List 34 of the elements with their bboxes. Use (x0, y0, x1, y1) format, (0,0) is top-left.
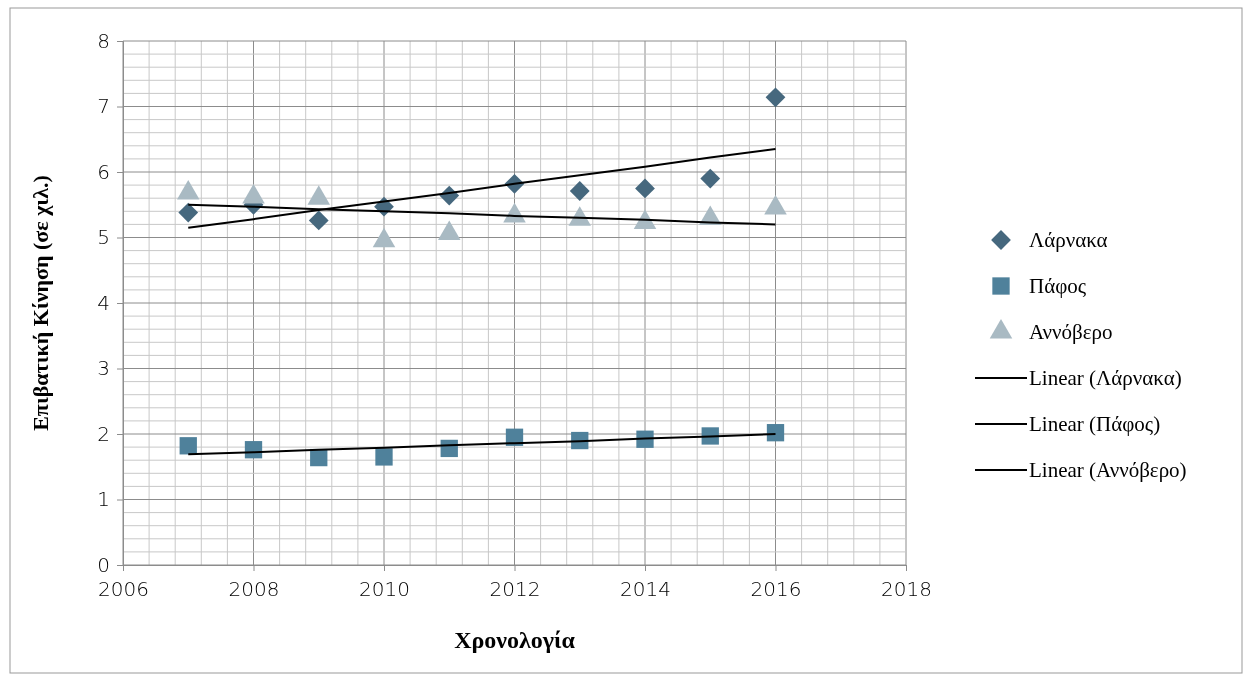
y-tick-label: 5 (97, 225, 110, 250)
x-tick-label: 2008 (228, 577, 280, 601)
legend-label: Linear (Πάφος) (1029, 412, 1161, 436)
legend-label: Πάφος (1029, 274, 1087, 298)
point (375, 448, 393, 466)
point (766, 424, 785, 442)
line-series (187, 148, 777, 229)
x-tick-label: 2012 (489, 577, 541, 601)
y-axis-title: Επιβατική Κίνηση (σε χιλ.) (28, 175, 53, 431)
y-tick-label: 8 (97, 28, 110, 53)
legend-label: Linear (Λάρνακα) (1029, 366, 1182, 390)
point (765, 87, 786, 108)
point (178, 202, 199, 223)
point (700, 168, 721, 189)
legend-label: Λάρνακα (1029, 228, 1108, 252)
point (569, 181, 590, 201)
legend-label: Linear (Αννόβερο) (1029, 458, 1187, 482)
point (308, 210, 329, 231)
y-tick-label: 0 (97, 552, 110, 577)
y-tick-label: 7 (97, 94, 110, 119)
x-tick-label: 2014 (620, 577, 671, 601)
x-tick-label: 2016 (750, 577, 802, 601)
y-tick-label: 1 (97, 487, 110, 512)
x-tick-label: 2018 (881, 577, 932, 601)
point (635, 178, 655, 199)
point (179, 437, 197, 455)
y-tick-label: 4 (97, 290, 110, 315)
x-tick-label: 2006 (98, 577, 149, 601)
x-tick-label: 2010 (359, 577, 410, 601)
y-tick-label: 6 (97, 159, 110, 184)
x-axis-title: Χρονολογία (454, 627, 576, 653)
y-tick-label: 2 (97, 421, 110, 446)
legend-label: Αννόβερο (1029, 320, 1113, 344)
y-tick-label: 3 (97, 356, 110, 381)
